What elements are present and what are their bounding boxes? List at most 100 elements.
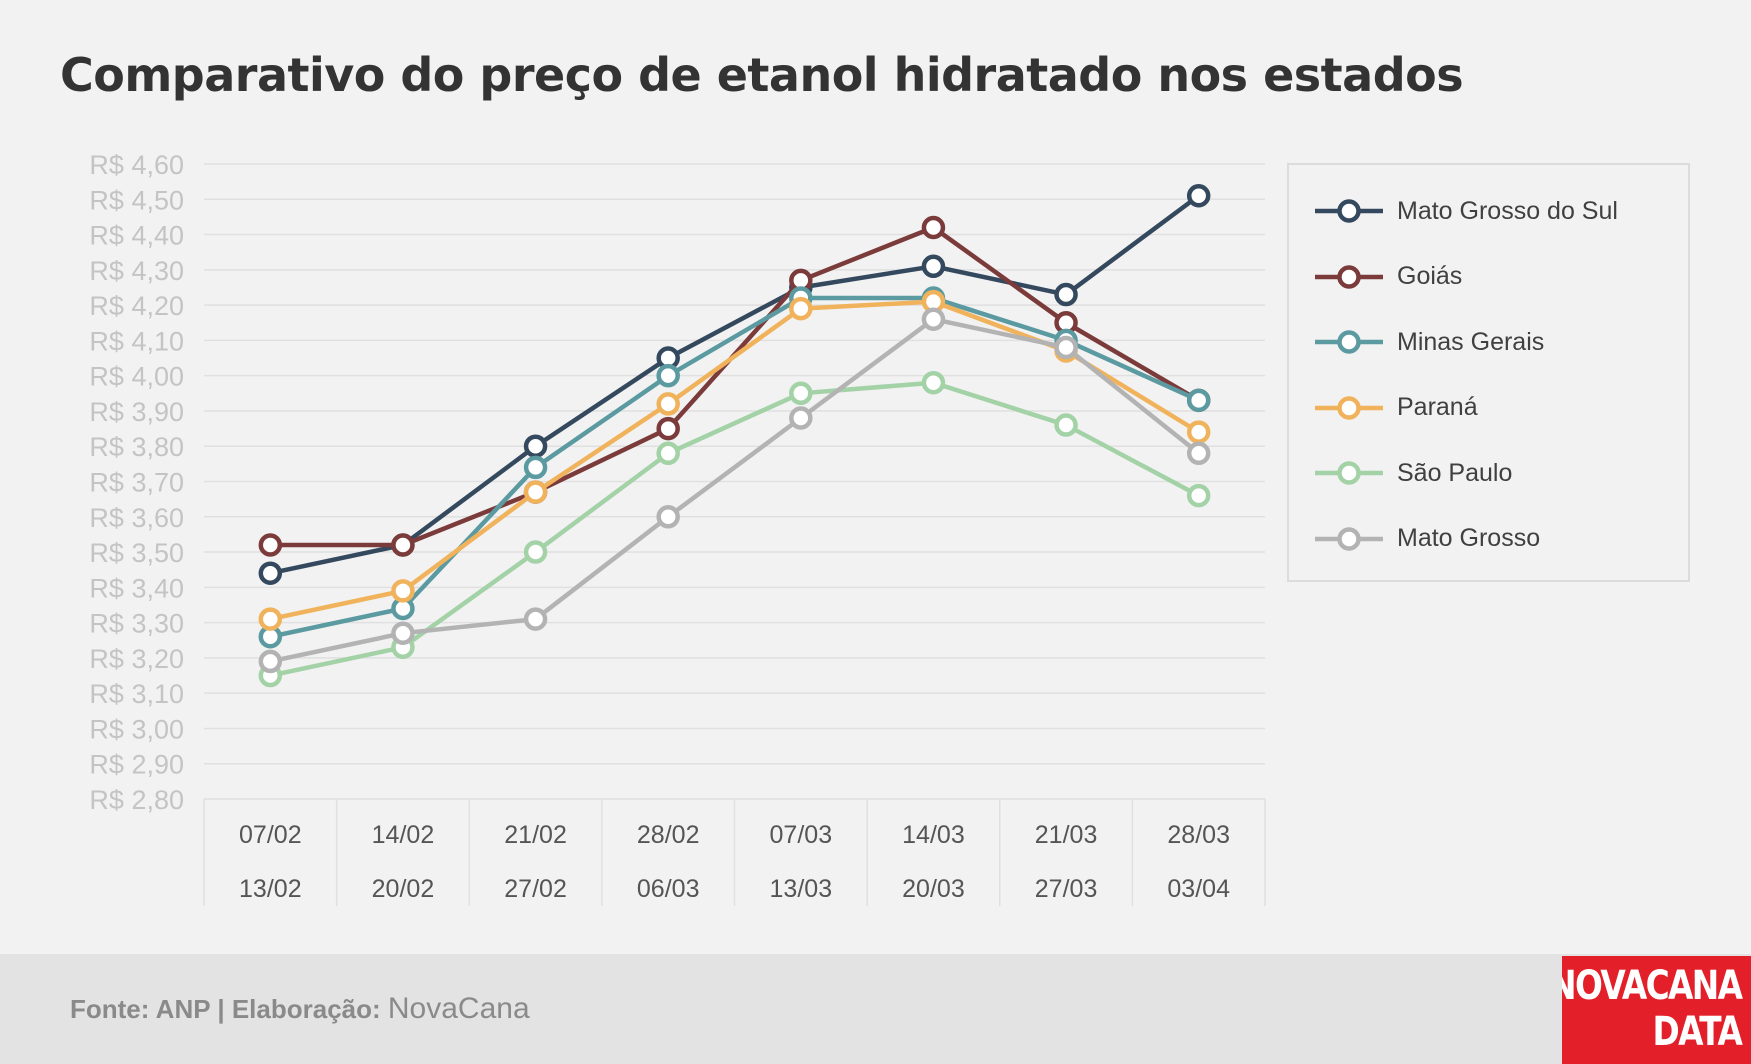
- data-point: [258, 561, 283, 585]
- data-point: [921, 370, 946, 395]
- data-point: [656, 363, 680, 388]
- legend-swatch: [1315, 461, 1383, 485]
- brand-name: NovaCana: [387, 992, 530, 1025]
- source-credit: Fonte: ANP | Elaboração: NovaCana: [70, 992, 530, 1026]
- series-mato-grosso-do-sul: [258, 184, 1211, 585]
- data-point: [789, 381, 813, 406]
- x-tick-label: 03/04: [1167, 875, 1230, 903]
- data-point: [391, 533, 415, 557]
- legend-swatch: [1315, 199, 1383, 223]
- series-line: [269, 193, 1201, 576]
- x-tick-label: 20/03: [902, 875, 965, 903]
- data-point: [258, 607, 283, 631]
- legend-label: Minas Gerais: [1397, 327, 1545, 356]
- y-tick-label: R$ 3,50: [89, 538, 184, 568]
- data-point: [258, 533, 283, 557]
- y-tick-label: R$ 3,40: [89, 573, 184, 603]
- y-tick-label: R$ 2,80: [89, 785, 184, 815]
- data-point: [1054, 335, 1078, 360]
- x-tick-label: 13/02: [239, 875, 302, 903]
- x-tick-label: 21/02: [504, 821, 567, 849]
- legend-item: Mato Grosso: [1313, 519, 1540, 559]
- legend-swatch: [1315, 526, 1383, 551]
- data-point: [1186, 184, 1211, 208]
- data-point: [1054, 413, 1078, 437]
- y-tick-label: R$ 3,20: [89, 644, 184, 674]
- logo-line2: DATA: [1652, 1009, 1742, 1055]
- x-tick-label: 14/02: [372, 821, 435, 849]
- footer: Fonte: ANP | Elaboração: NovaCana: [0, 954, 1751, 1064]
- data-point: [523, 540, 548, 564]
- y-tick-label: R$ 4,30: [89, 256, 184, 286]
- source-text: Fonte: ANP | Elaboração:: [70, 994, 388, 1024]
- data-point: [921, 307, 946, 331]
- y-tick-label: R$ 3,10: [89, 679, 184, 709]
- data-point: [656, 392, 680, 416]
- x-tick-label: 13/03: [770, 875, 833, 903]
- x-tick-label: 06/03: [637, 875, 700, 903]
- legend-item: Paraná: [1313, 388, 1478, 428]
- legend-item: Goiás: [1313, 257, 1462, 297]
- y-tick-label: R$ 3,00: [89, 714, 184, 744]
- legend-item: São Paulo: [1313, 453, 1512, 493]
- legend-label: São Paulo: [1397, 458, 1513, 487]
- data-point: [921, 215, 946, 240]
- data-point: [656, 416, 680, 441]
- x-tick-label: 27/02: [504, 875, 567, 903]
- y-tick-label: R$ 4,40: [89, 221, 184, 251]
- data-point: [391, 579, 415, 603]
- x-tick-label: 20/02: [372, 875, 435, 903]
- series-line: [270, 225, 1200, 548]
- x-tick-label: 28/02: [637, 821, 700, 849]
- novacana-data-logo: NOVACANA DATA: [1562, 956, 1751, 1064]
- legend-label: Goiás: [1397, 262, 1463, 290]
- series-mato-grosso: [258, 307, 1211, 674]
- y-tick-label: R$ 3,90: [89, 397, 184, 427]
- y-tick-label: R$ 3,80: [89, 432, 184, 462]
- legend-item: Mato Grosso do Sul: [1313, 191, 1618, 231]
- x-tick-label: 14/03: [902, 821, 965, 849]
- y-tick-label: R$ 4,60: [89, 150, 184, 180]
- data-point: [523, 607, 548, 631]
- y-tick-label: R$ 3,60: [89, 503, 184, 533]
- line-chart: R$ 2,80 R$ 2,90 R$ 3,00 R$ 3,10 R$ 3,20 R$ 3,…: [89, 150, 1266, 906]
- legend-label: Mato Grosso do Sul: [1397, 196, 1618, 225]
- data-point: [656, 505, 680, 529]
- y-tick-label: R$ 4,50: [89, 185, 184, 215]
- data-point: [1186, 483, 1211, 508]
- x-tick-label: 28/03: [1167, 821, 1230, 849]
- legend-label: Paraná: [1397, 393, 1478, 421]
- x-tick-label: 07/02: [239, 821, 302, 849]
- data-point: [1054, 282, 1078, 307]
- data-point: [789, 296, 813, 321]
- x-tick-label: 21/03: [1035, 821, 1098, 849]
- legend-swatch: [1315, 395, 1383, 420]
- data-point: [1186, 441, 1211, 466]
- data-point: [391, 621, 415, 645]
- data-point: [1186, 420, 1211, 444]
- y-tick-label: R$ 3,30: [89, 609, 184, 639]
- data-point: [523, 455, 548, 480]
- data-point: [523, 480, 548, 504]
- x-tick-label: 07/03: [770, 821, 833, 849]
- legend-label: Mato Grosso: [1397, 524, 1541, 552]
- data-point: [789, 406, 813, 430]
- series-goiás: [258, 215, 1211, 557]
- legend-swatch: [1315, 330, 1383, 354]
- series-line: [269, 295, 1200, 639]
- logo-line1: NOVACANA: [1562, 963, 1743, 1009]
- y-tick-label: R$ 4,00: [89, 362, 184, 392]
- legend: Mato Grosso do Sul Goiás Minas Gerais Paran…: [1287, 163, 1690, 582]
- data-point: [1186, 388, 1211, 413]
- chart-title: Comparativo do preço de etanol hidratado…: [60, 48, 1464, 102]
- x-tick-label: 27/03: [1035, 875, 1098, 903]
- y-tick-label: R$ 2,90: [89, 750, 184, 780]
- data-point: [258, 649, 283, 674]
- series-line: [269, 316, 1201, 664]
- data-point: [523, 434, 548, 458]
- data-point: [921, 254, 946, 279]
- y-tick-label: R$ 4,20: [89, 291, 184, 321]
- legend-swatch: [1315, 264, 1383, 289]
- legend-item: Minas Gerais: [1313, 322, 1544, 362]
- data-point: [656, 441, 680, 466]
